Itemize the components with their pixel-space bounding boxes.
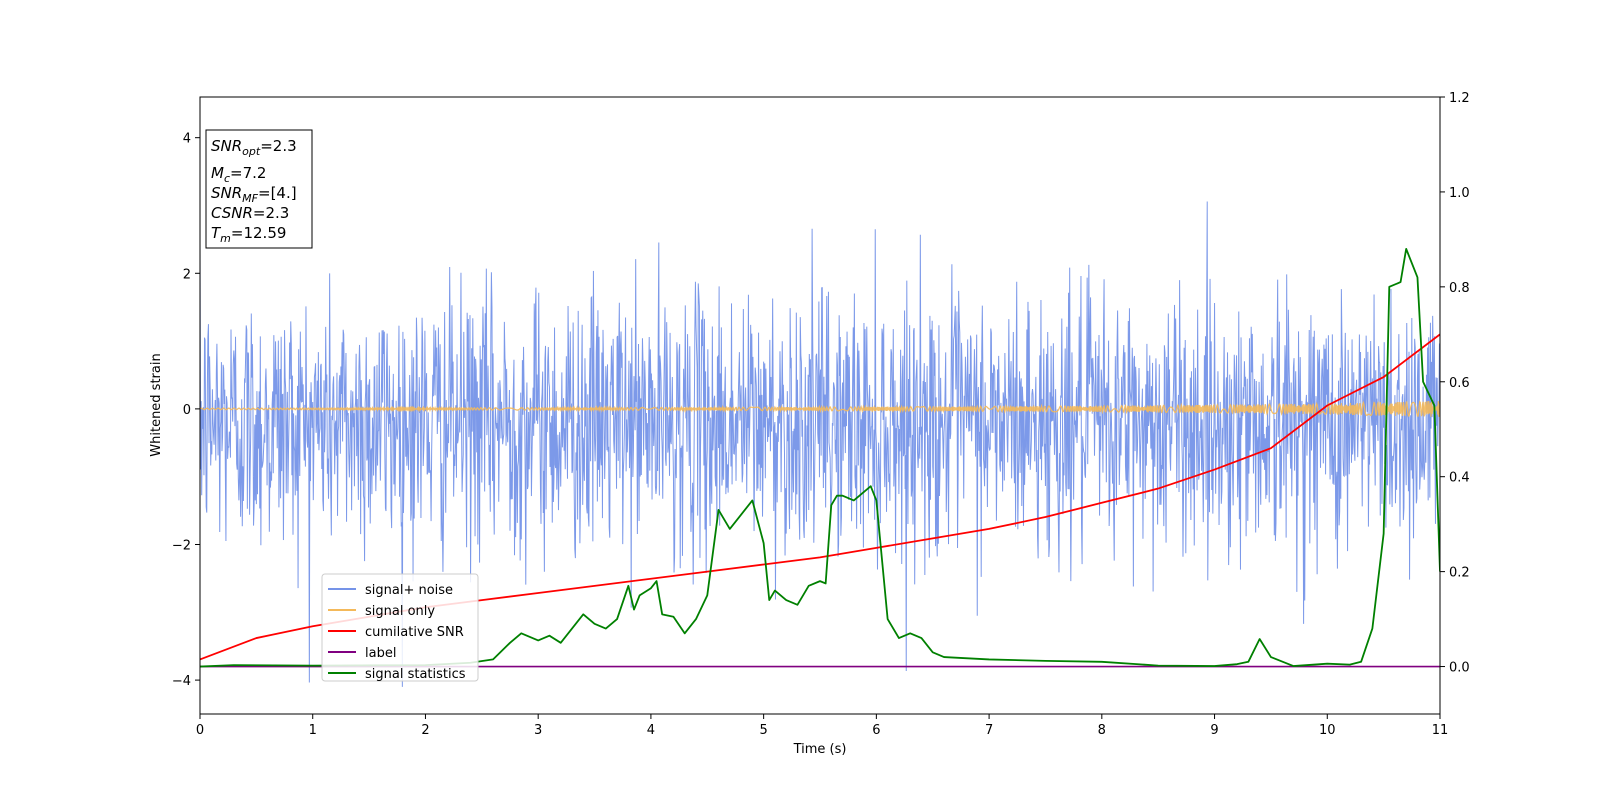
x-tick-label: 3: [534, 723, 542, 738]
legend-signal-statistics: signal statistics: [328, 667, 466, 682]
x-axis: 0 1 2 3 4 5 6 7 8 9 10 11: [196, 714, 1448, 738]
x-tick-label: 1: [309, 723, 317, 738]
y2-tick-label: 0.2: [1449, 566, 1470, 581]
y2-tick-label: 1.0: [1449, 186, 1470, 201]
y-tick-label: 0: [183, 403, 191, 418]
annotation-snr-opt: SNRopt=2.3: [211, 137, 297, 158]
x-axis-title: Time (s): [793, 742, 847, 757]
x-tick-label: 11: [1432, 723, 1449, 738]
series-signal-statistics-line: [200, 247, 1440, 668]
y-tick-label: 2: [183, 267, 191, 282]
series-signal-noise-line: [200, 201, 1440, 687]
x-tick-label: 8: [1098, 723, 1106, 738]
plot-frame: [199, 96, 1441, 715]
y-tick-label: −4: [172, 674, 191, 689]
legend-frame: [321, 573, 479, 682]
legend-label: label: [328, 646, 396, 661]
legend-signal-statistics-text: signal statistics: [365, 667, 466, 682]
legend-signal-noise-text: signal+ noise: [365, 583, 453, 598]
legend-label-text: label: [365, 646, 396, 661]
annotation-frame: [205, 129, 313, 249]
series-signal-only-line: [200, 400, 1440, 417]
y2-tick-label: 0.0: [1449, 661, 1470, 676]
legend: signal+ noise signal only cumilative SNR la…: [321, 573, 479, 682]
x-tick-label: 10: [1319, 723, 1336, 738]
annotation-tm: Tm=12.59: [211, 224, 286, 245]
annotation-snr-mf: SNRMF=[4.]: [211, 184, 297, 205]
y2-tick-label: 0.4: [1449, 471, 1470, 486]
y2-tick-label: 0.8: [1449, 281, 1470, 296]
x-tick-label: 7: [985, 723, 993, 738]
x-tick-label: 5: [759, 723, 767, 738]
annotation-csnr: CSNR=2.3: [211, 204, 289, 222]
y-axis-left: 4 2 0 −2 −4: [172, 132, 200, 689]
y-tick-label: 4: [183, 132, 191, 147]
y-tick-label: −2: [172, 538, 191, 553]
annotation-box: SNRopt=2.3 Mc=7.2 SNRMF=[4.] CSNR=2.3 Tm…: [205, 129, 313, 249]
x-tick-label: 2: [421, 723, 429, 738]
legend-cumulative-snr-text: cumilative SNR: [365, 625, 464, 640]
x-tick-label: 0: [196, 723, 204, 738]
y-axis-title: Whitened strain: [149, 353, 164, 456]
annotation-mc: Mc=7.2: [211, 164, 266, 185]
legend-signal-only-text: signal only: [365, 604, 435, 619]
y2-tick-label: 0.6: [1449, 376, 1470, 391]
x-tick-label: 9: [1210, 723, 1218, 738]
legend-signal-noise: signal+ noise: [328, 583, 453, 598]
y-axis-right: 1.2 1.0 0.8 0.6 0.4 0.2 0.0: [1440, 91, 1470, 676]
y2-tick-label: 1.2: [1449, 91, 1470, 106]
legend-signal-only: signal only: [328, 604, 435, 619]
x-tick-label: 4: [647, 723, 655, 738]
x-tick-label: 6: [872, 723, 880, 738]
legend-cumulative-snr: cumilative SNR: [328, 625, 464, 640]
